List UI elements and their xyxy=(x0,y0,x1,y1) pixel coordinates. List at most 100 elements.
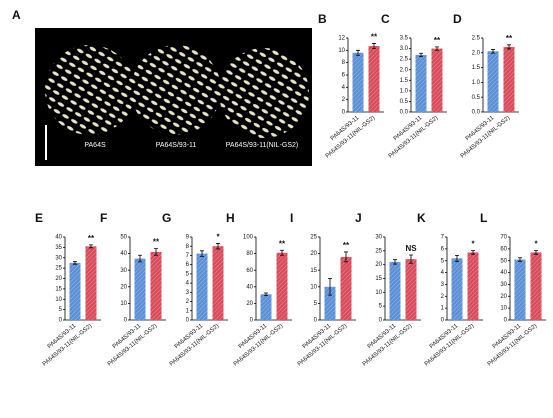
y-tick-label: 6 xyxy=(441,246,445,252)
y-tick-label: 5 xyxy=(441,258,445,264)
y-tick-label: 7 xyxy=(186,253,190,259)
error-bar xyxy=(344,251,348,263)
grain-group xyxy=(131,45,221,135)
error-bar xyxy=(455,254,459,262)
y-tick-label: 15 xyxy=(375,276,382,282)
panel-label: D xyxy=(453,12,462,26)
bar-hatch xyxy=(134,258,146,320)
bar-hatch xyxy=(415,54,427,112)
y-tick-label: 2.5 xyxy=(400,57,409,63)
y-tick-label: 60 xyxy=(246,268,253,274)
y-tick-label: 0 xyxy=(342,110,346,116)
y-tick-label: 30 xyxy=(55,255,62,261)
significance: ** xyxy=(506,34,513,43)
y-tick-label: 4 xyxy=(342,85,346,91)
y-tick-label: 1.5 xyxy=(472,65,481,71)
y-tick-label: 50 xyxy=(120,235,127,241)
y-tick-label: 15 xyxy=(310,268,317,274)
panel-label: C xyxy=(381,12,390,26)
y-tick-label: 0 xyxy=(504,318,508,324)
significance: * xyxy=(534,240,538,249)
panel-label: A xyxy=(12,8,21,22)
y-tick-label: 4 xyxy=(441,270,445,276)
y-tick-label: 25 xyxy=(55,266,62,272)
y-tick-label: 0.5 xyxy=(400,99,409,105)
error-bar xyxy=(435,46,439,51)
error-bar xyxy=(393,259,397,265)
y-tick-label: 2.0 xyxy=(400,67,409,73)
y-tick-label: 0.0 xyxy=(400,110,409,116)
bar-hatch xyxy=(405,259,417,320)
y-tick-label: 40 xyxy=(120,251,127,257)
y-tick-label: 30 xyxy=(120,268,127,274)
error-bar xyxy=(419,52,423,58)
y-tick-label: 5 xyxy=(59,307,63,313)
caption: PA64S/93-11(NIL-GS2) xyxy=(226,142,299,149)
error-bar xyxy=(471,250,475,255)
significance: NS xyxy=(405,244,417,253)
y-tick-label: 12 xyxy=(338,36,345,42)
bar-hatch xyxy=(514,259,526,320)
panel-label: G xyxy=(162,211,171,225)
error-bar xyxy=(138,254,142,263)
y-tick-label: 2 xyxy=(441,294,445,300)
y-tick-label: 10 xyxy=(310,284,317,290)
bar-hatch xyxy=(487,51,499,112)
caption: PA64S xyxy=(84,142,106,149)
y-tick-label: 0 xyxy=(186,318,190,324)
y-tick-label: 10 xyxy=(500,306,507,312)
error-bar xyxy=(280,249,284,256)
bar-hatch xyxy=(196,253,208,320)
y-tick-label: 25 xyxy=(310,235,317,241)
y-tick-label: 0 xyxy=(250,318,254,324)
significance: * xyxy=(471,240,475,249)
y-tick-label: 3.5 xyxy=(400,36,409,42)
y-tick-label: 2.0 xyxy=(472,50,481,56)
bar-hatch xyxy=(451,258,463,320)
y-tick-label: 70 xyxy=(500,235,507,241)
y-tick-label: 8 xyxy=(186,244,190,250)
y-tick-label: 3.0 xyxy=(400,46,409,52)
y-tick-label: 5 xyxy=(314,301,318,307)
significance: ** xyxy=(434,36,441,45)
y-tick-label: 1 xyxy=(441,306,445,312)
y-tick-label: 10 xyxy=(375,290,382,296)
y-tick-label: 0 xyxy=(314,318,318,324)
bar-hatch xyxy=(260,294,272,320)
error-bar xyxy=(372,43,376,49)
grain-group xyxy=(219,48,309,138)
bar-hatch xyxy=(324,286,336,320)
significance: ** xyxy=(371,33,378,42)
significance: ** xyxy=(153,238,160,247)
y-tick-label: 3 xyxy=(186,290,190,296)
bar-hatch xyxy=(340,256,352,320)
panel-label: J xyxy=(355,211,362,225)
bar-hatch xyxy=(150,251,162,320)
y-tick-label: 80 xyxy=(246,251,253,257)
grain-group xyxy=(45,45,135,135)
y-tick-label: 50 xyxy=(500,258,507,264)
y-tick-label: 0.0 xyxy=(472,110,481,116)
y-tick-label: 0 xyxy=(59,318,63,324)
y-tick-label: 6 xyxy=(186,262,190,268)
y-tick-label: 4 xyxy=(186,281,190,287)
y-tick-label: 60 xyxy=(500,246,507,252)
y-tick-label: 20 xyxy=(310,251,317,257)
bar-hatch xyxy=(530,252,542,320)
error-bar xyxy=(154,248,158,256)
y-tick-label: 40 xyxy=(55,235,62,241)
caption: PA64S/93-11 xyxy=(156,142,197,149)
y-tick-label: 20 xyxy=(55,276,62,282)
y-tick-label: 30 xyxy=(375,235,382,241)
y-tick-label: 8 xyxy=(342,60,346,66)
y-tick-label: 0.5 xyxy=(472,95,481,101)
bar-hatch xyxy=(503,46,515,112)
error-bar xyxy=(264,292,268,296)
y-tick-label: 40 xyxy=(500,270,507,276)
y-tick-label: 40 xyxy=(246,284,253,290)
y-tick-label: 0 xyxy=(124,318,128,324)
error-bar xyxy=(518,257,522,262)
y-tick-label: 1 xyxy=(186,308,190,314)
error-bar xyxy=(73,261,77,265)
